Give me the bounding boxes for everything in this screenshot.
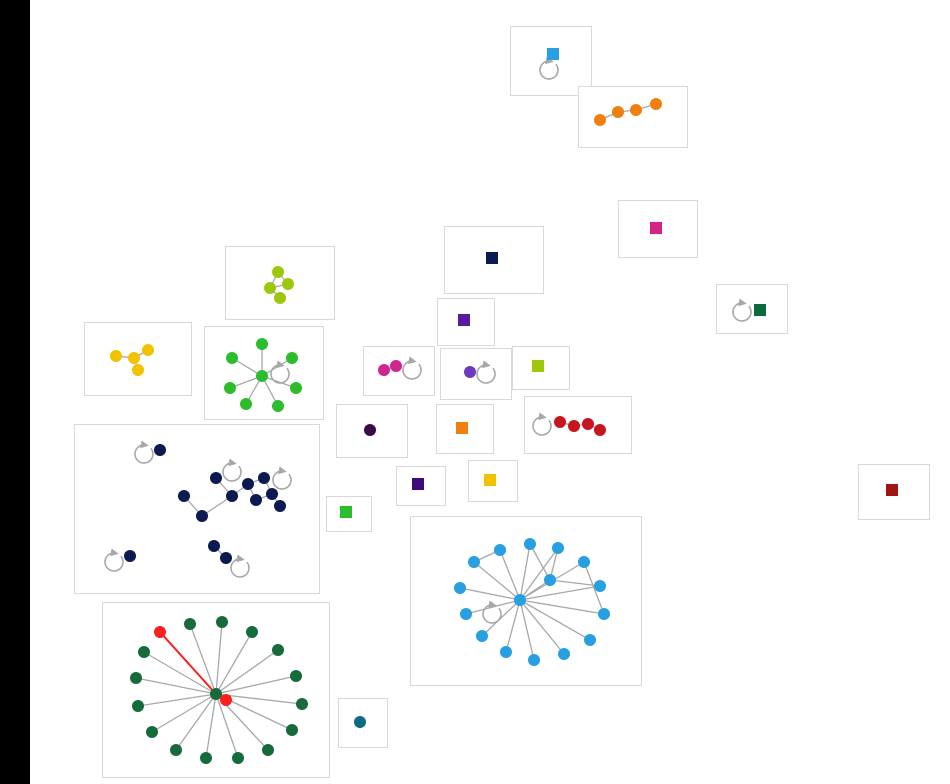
panel-p_teal_dot (338, 698, 388, 748)
panel-p_purple_sq (437, 298, 495, 346)
panel-p_yellow_cluster (84, 322, 192, 396)
panel-p_navy_sq (444, 226, 544, 294)
panel-p_orange_chain (578, 86, 688, 148)
panel-p_orange_sq (436, 404, 494, 454)
panel-p_navy_net (74, 424, 320, 594)
panel-p_pink_pair (363, 346, 435, 396)
panel-p_red_cluster (524, 396, 632, 454)
panel-p_darkviolet_sq (396, 466, 446, 506)
panel-p_darkpurple_dot (336, 404, 408, 458)
panel-p_yellow_sq (468, 460, 518, 502)
panel-p_green_sq (326, 496, 372, 532)
panel-p_green_star (204, 326, 324, 420)
panel-p_magenta_sq (618, 200, 698, 258)
panel-p_violet_dot (440, 348, 512, 400)
left-strip (0, 0, 30, 784)
panel-p_green_wheel (102, 602, 330, 778)
diagram-stage (0, 0, 950, 784)
panel-p_lime_cluster (225, 246, 335, 320)
panel-p_darkgreen_sq (716, 284, 788, 334)
panel-p_skyblue_net (410, 516, 642, 686)
panel-p_darkred_sq (858, 464, 930, 520)
panel-p_lime_sq (512, 346, 570, 390)
